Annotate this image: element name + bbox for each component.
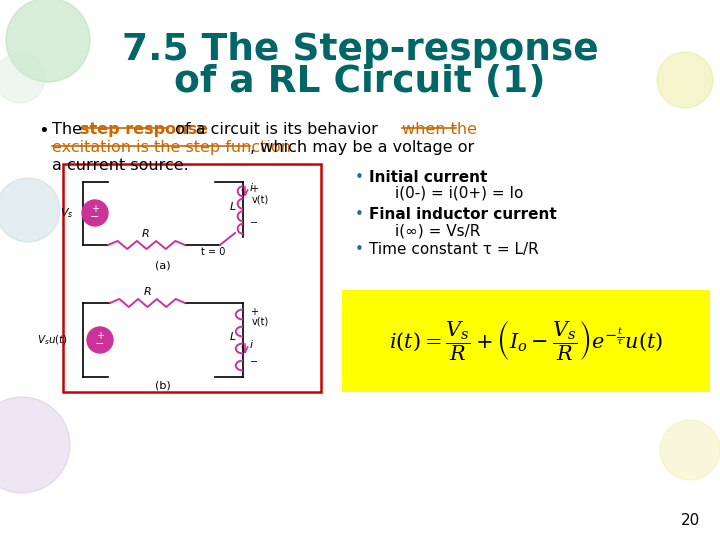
FancyBboxPatch shape <box>63 164 321 392</box>
Text: +: + <box>250 307 258 317</box>
Text: i(∞) = Vs/R: i(∞) = Vs/R <box>395 223 480 238</box>
Text: +: + <box>91 204 99 214</box>
Text: Initial current: Initial current <box>369 170 487 185</box>
Text: Time constant τ = L/R: Time constant τ = L/R <box>369 242 539 257</box>
Text: R: R <box>144 287 152 297</box>
Text: 20: 20 <box>680 513 700 528</box>
Text: step response: step response <box>80 122 208 137</box>
Text: •: • <box>355 170 364 185</box>
Circle shape <box>87 327 113 353</box>
Text: Final inductor current: Final inductor current <box>369 207 557 222</box>
Text: L: L <box>230 332 236 342</box>
Circle shape <box>0 178 60 242</box>
Text: +: + <box>250 184 258 194</box>
Text: i(0-) = i(0+) = Io: i(0-) = i(0+) = Io <box>395 186 523 201</box>
Text: (a): (a) <box>156 260 171 270</box>
Circle shape <box>657 52 713 108</box>
Text: •: • <box>355 207 364 222</box>
Text: 7.5 The Step-response: 7.5 The Step-response <box>122 32 598 68</box>
Circle shape <box>82 200 108 226</box>
Text: +: + <box>96 331 104 341</box>
Text: of a circuit is its behavior: of a circuit is its behavior <box>170 122 383 137</box>
Circle shape <box>6 0 90 82</box>
Text: L: L <box>230 202 236 212</box>
Text: $i(t)=\dfrac{V_s}{R}+\left(I_o - \dfrac{V_s}{R}\right)e^{-\frac{t}{\tau}}u(t)$: $i(t)=\dfrac{V_s}{R}+\left(I_o - \dfrac{… <box>389 319 663 363</box>
Text: a current source.: a current source. <box>52 158 189 173</box>
Circle shape <box>0 53 45 103</box>
Text: v(t): v(t) <box>252 317 269 327</box>
Text: $V_s$: $V_s$ <box>60 206 73 220</box>
FancyBboxPatch shape <box>342 290 710 392</box>
Text: −: − <box>250 357 258 367</box>
Text: i: i <box>250 183 253 193</box>
Text: v(t): v(t) <box>252 194 269 204</box>
Text: of a RL Circuit (1): of a RL Circuit (1) <box>174 64 546 100</box>
Text: −: − <box>90 212 99 222</box>
Text: −: − <box>250 218 258 228</box>
Text: $V_su(t)$: $V_su(t)$ <box>37 333 68 347</box>
Text: −: − <box>95 339 104 349</box>
Text: The: The <box>52 122 87 137</box>
Text: •: • <box>38 122 49 140</box>
Circle shape <box>0 397 70 493</box>
Text: excitation is the step function: excitation is the step function <box>52 140 291 155</box>
Text: , which may be a voltage or: , which may be a voltage or <box>250 140 474 155</box>
Text: t = 0: t = 0 <box>201 247 225 257</box>
Text: R: R <box>142 229 150 239</box>
Text: (b): (b) <box>155 380 171 390</box>
Text: •: • <box>355 242 364 257</box>
Text: i: i <box>250 340 253 350</box>
Text: when the: when the <box>402 122 477 137</box>
Circle shape <box>660 420 720 480</box>
